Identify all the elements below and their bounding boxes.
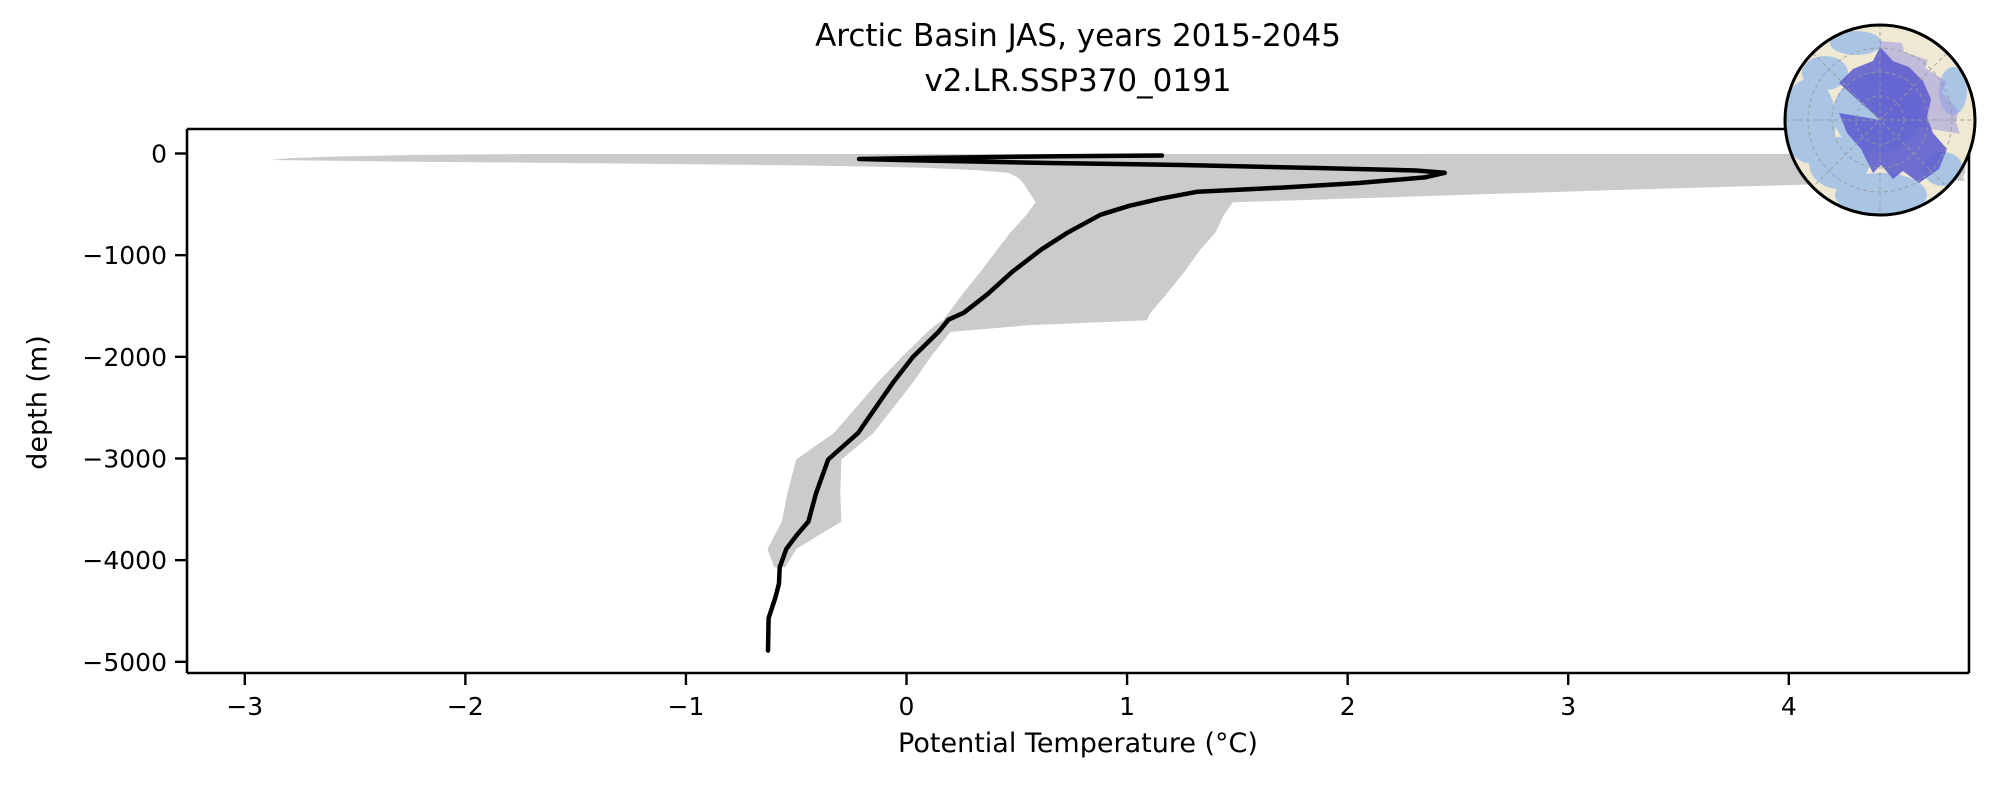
axes: −3 −2 −1 0 1 2 3 4 0 −1000 −2000 −3000 −4000 −5000 — [82, 127, 1971, 721]
y-tick-label: −3000 — [82, 444, 167, 473]
y-axis-label: depth (m) — [22, 335, 54, 470]
y-tick-label: −1000 — [82, 241, 167, 270]
ensemble-mean-profile — [765, 153, 1447, 653]
y-tick-label: −2000 — [82, 343, 167, 372]
y-tick-label: −5000 — [82, 648, 167, 677]
ensemble-range-band — [271, 153, 1966, 568]
chart-title-line2: v2.LR.SSP370_0191 — [924, 63, 1232, 99]
x-tick-label: 3 — [1560, 692, 1576, 721]
ensemble-min-max-band — [271, 154, 1966, 568]
globe-contents — [1785, 25, 1975, 215]
globe-border — [1783, 23, 1977, 217]
y-tick-label: 0 — [151, 140, 167, 169]
map-region-basin — [1839, 47, 1947, 183]
x-tick-label: 4 — [1781, 692, 1797, 721]
x-tick-label: −3 — [226, 692, 263, 721]
inset-map — [1783, 23, 1977, 217]
x-tick-label: 0 — [899, 692, 915, 721]
map-graticule — [1785, 25, 1975, 215]
x-tick-label: −2 — [447, 692, 484, 721]
y-tick-label: −4000 — [82, 546, 167, 575]
x-tick-label: −1 — [668, 692, 705, 721]
chart-title-line1: Arctic Basin JAS, years 2015-2045 — [815, 18, 1341, 54]
ensemble-mean-line — [765, 153, 1447, 653]
x-axis-label: Potential Temperature (°C) — [898, 728, 1258, 759]
x-tick-label: 2 — [1340, 692, 1356, 721]
chart-title: Arctic Basin JAS, years 2015-2045 v2.LR.… — [187, 14, 1969, 104]
x-tick-label: 1 — [1119, 692, 1135, 721]
